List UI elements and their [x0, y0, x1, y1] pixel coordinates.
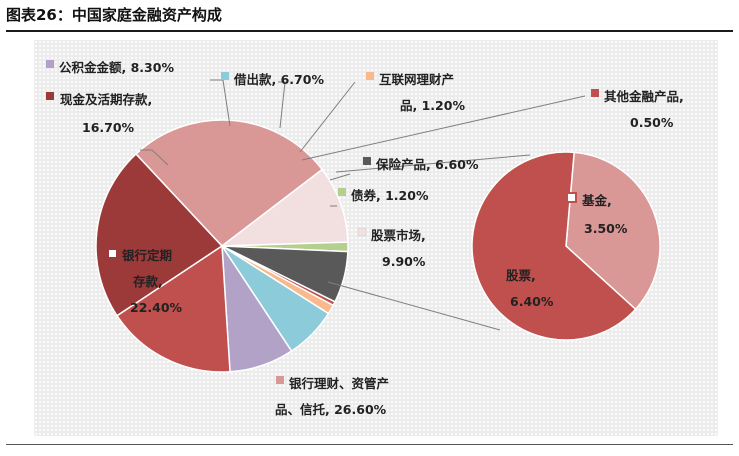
marker-yhdq	[107, 248, 118, 259]
marker-bx	[363, 157, 371, 165]
legend-markers	[46, 60, 599, 384]
label-yhlc-line2: 品、信托, 26.60%	[275, 402, 387, 417]
label-gp-line2: 6.40%	[510, 294, 554, 309]
leader-gjj	[210, 79, 231, 127]
pie-slice-10	[116, 244, 231, 373]
pie-slice-1	[95, 152, 224, 317]
label-gp-line1: 股票,	[506, 268, 536, 283]
label-jj-line1: 基金,	[581, 193, 612, 208]
data-labels: 公积金金额, 8.30% 借出款, 6.70% 互联网理财产 品, 1.20% …	[59, 60, 684, 417]
label-xj-line1: 现金及活期存款,	[60, 92, 152, 107]
marker-zq	[338, 188, 346, 196]
label-hlw-line1: 互联网理财产	[379, 72, 454, 87]
leader-jck	[278, 81, 286, 129]
label-yhlc-line1: 银行理财、资管产	[289, 376, 389, 391]
leader-qita	[301, 95, 586, 161]
connector-lines	[327, 154, 531, 331]
leader-bx	[329, 173, 351, 181]
marker-jj	[566, 192, 577, 203]
marker-xj	[46, 92, 54, 100]
marker-jck	[221, 72, 229, 80]
marker-gp	[493, 268, 501, 276]
label-zq: 债券, 1.20%	[351, 188, 429, 203]
pie-slice-2	[134, 119, 324, 248]
sub-pie	[471, 151, 661, 341]
connector-line-top	[335, 154, 531, 173]
connector-line-bottom	[327, 281, 501, 331]
label-bx: 保险产品, 6.60%	[375, 157, 479, 172]
sub-pie-slice-1	[565, 151, 661, 311]
bottom-rule	[6, 444, 733, 445]
label-yhdq-line2: 存款,	[132, 274, 163, 289]
sub-pie-slice-2	[471, 151, 637, 341]
label-hlw-line2: 品, 1.20%	[400, 98, 465, 113]
label-gpsc-line1: 股票市场,	[371, 228, 426, 243]
leader-lines	[140, 79, 586, 207]
label-jck: 借出款, 6.70%	[233, 72, 324, 87]
marker-yhlc	[276, 376, 284, 384]
marker-qita	[591, 89, 599, 97]
label-gjj: 公积金金额, 8.30%	[59, 60, 174, 75]
leader-xj	[140, 149, 169, 166]
chart-title: 图表26：中国家庭金融资产构成	[6, 6, 222, 24]
pie-slice-3	[219, 168, 349, 247]
label-qita-line2: 0.50%	[630, 115, 674, 130]
label-gpsc-line2: 9.90%	[382, 254, 426, 269]
leader-hlw	[299, 81, 356, 153]
label-qita-line1: 其他金融产品,	[604, 89, 684, 104]
marker-gjj	[46, 60, 54, 68]
label-jj-line2: 3.50%	[584, 221, 628, 236]
marker-hlw	[366, 72, 374, 80]
main-pie	[95, 119, 349, 373]
marker-gpsc	[357, 227, 367, 237]
label-yhdq-line1: 银行定期	[122, 248, 172, 263]
title-underline	[6, 30, 733, 32]
label-yhdq-line3: 22.40%	[130, 300, 183, 315]
label-xj-line2: 16.70%	[82, 120, 135, 135]
